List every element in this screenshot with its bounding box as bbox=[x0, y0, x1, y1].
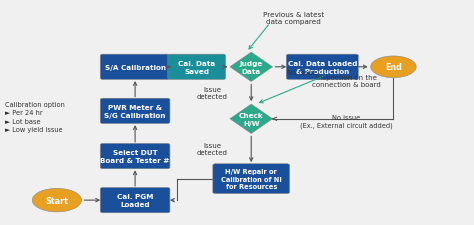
Text: Issue
detected: Issue detected bbox=[197, 143, 228, 155]
Text: No issue
(Ex., External circuit added): No issue (Ex., External circuit added) bbox=[300, 115, 392, 128]
Text: PWR Meter &
S/G Calibration: PWR Meter & S/G Calibration bbox=[104, 105, 166, 118]
Text: Select DUT
Board & Tester #: Select DUT Board & Tester # bbox=[100, 150, 170, 163]
FancyBboxPatch shape bbox=[100, 188, 170, 213]
Text: S/A Calibration: S/A Calibration bbox=[105, 65, 165, 70]
Text: Calibration option
► Per 24 hr
► Lot base
► Low yield issue: Calibration option ► Per 24 hr ► Lot bas… bbox=[5, 101, 64, 133]
Text: Cal. PGM
Loaded: Cal. PGM Loaded bbox=[117, 194, 153, 207]
Text: Previous & latest
data compared: Previous & latest data compared bbox=[263, 11, 325, 25]
Text: Cal. Data
Saved: Cal. Data Saved bbox=[178, 61, 215, 74]
FancyBboxPatch shape bbox=[286, 55, 358, 80]
FancyBboxPatch shape bbox=[100, 99, 170, 124]
Polygon shape bbox=[230, 105, 273, 134]
FancyBboxPatch shape bbox=[213, 164, 290, 194]
Text: Cal. Data Loaded
& Production: Cal. Data Loaded & Production bbox=[288, 61, 357, 74]
Text: Check
H/W: Check H/W bbox=[239, 112, 264, 126]
Text: Issue
detected: Issue detected bbox=[197, 87, 228, 100]
FancyBboxPatch shape bbox=[100, 55, 170, 80]
Circle shape bbox=[32, 189, 82, 212]
Text: End: End bbox=[385, 63, 402, 72]
Text: Start: Start bbox=[46, 196, 68, 205]
FancyBboxPatch shape bbox=[168, 55, 226, 80]
Text: Inspection on the
connection & board: Inspection on the connection & board bbox=[311, 74, 381, 88]
Polygon shape bbox=[230, 53, 273, 82]
Text: No issue: No issue bbox=[287, 70, 317, 76]
Circle shape bbox=[371, 57, 416, 78]
Text: Judge
Data: Judge Data bbox=[239, 61, 263, 74]
Text: H/W Repair or
Calibration of NI
for Resources: H/W Repair or Calibration of NI for Reso… bbox=[221, 169, 282, 189]
FancyBboxPatch shape bbox=[100, 144, 170, 169]
